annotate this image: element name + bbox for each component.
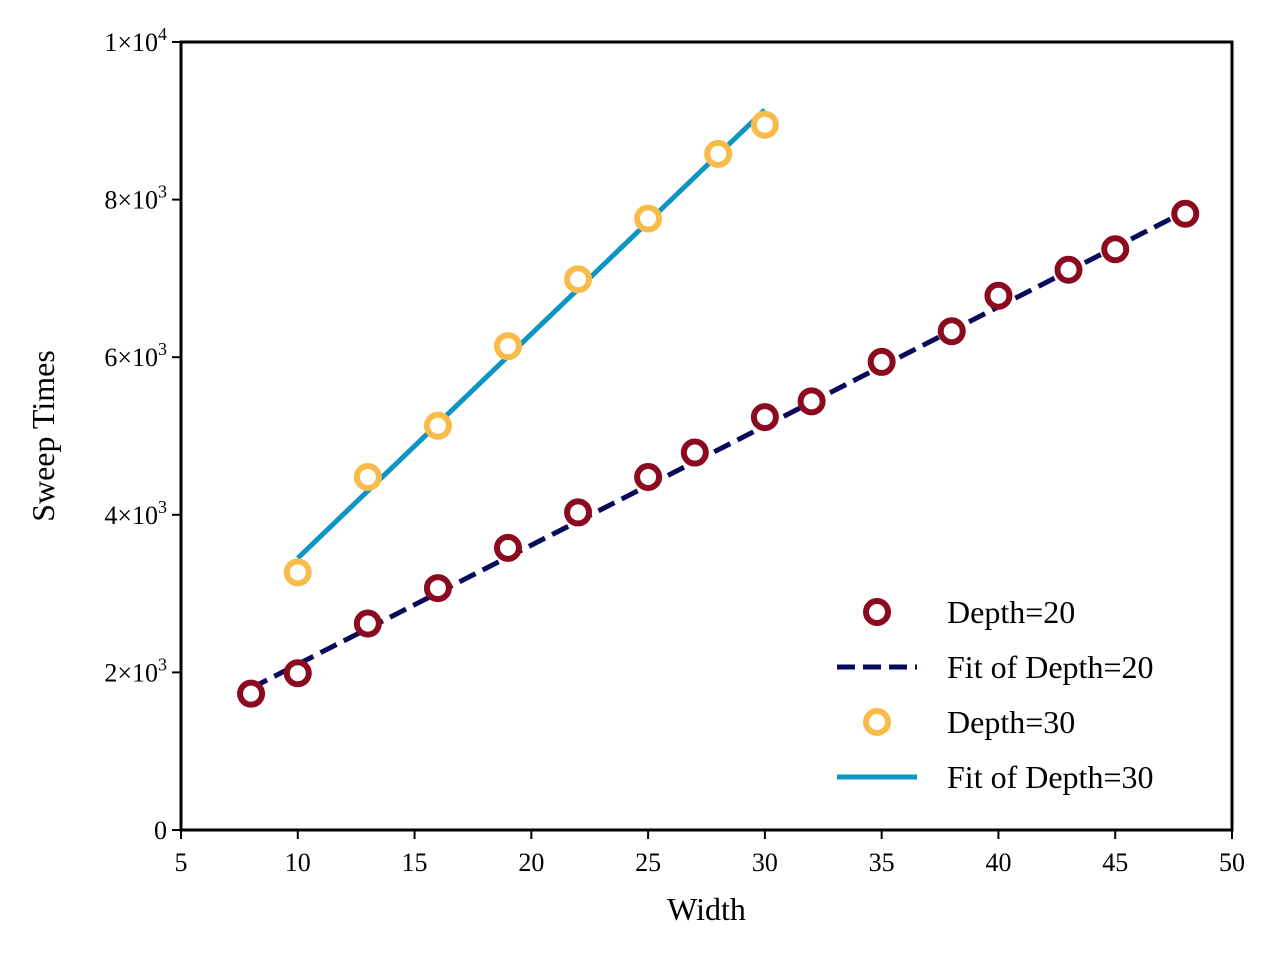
series-layer (237, 107, 1200, 708)
legend: Depth=20 Fit of Depth=20 Depth=30 Fit of De… (837, 594, 1153, 795)
legend-label-fit-of-depth-30: Fit of Depth=30 (947, 759, 1153, 795)
y-tick-label: 4×103 (104, 497, 167, 530)
point-depth-20 (493, 533, 522, 562)
x-tick-label: 5 (175, 848, 188, 877)
point-depth-20 (797, 387, 826, 416)
point-depth-30 (704, 139, 733, 168)
point-depth-30 (564, 265, 593, 294)
point-depth-30 (423, 411, 452, 440)
point-depth-20 (984, 281, 1013, 310)
point-depth-20 (750, 403, 779, 432)
plot-frame (179, 40, 1234, 832)
point-depth-20 (237, 679, 266, 708)
y-axis-title: Sweep Times (25, 350, 61, 522)
point-depth-20 (634, 462, 663, 491)
y-tick-label: 0 (154, 816, 167, 845)
y-tick-label: 1×104 (104, 24, 167, 57)
point-depth-20 (1101, 235, 1130, 264)
x-axis-title: Width (667, 891, 746, 927)
x-tick-label: 45 (1102, 848, 1128, 877)
point-depth-20 (283, 659, 312, 688)
point-depth-30 (353, 462, 382, 491)
x-tick-label: 20 (518, 848, 544, 877)
point-depth-20 (353, 609, 382, 638)
y-tick-label: 8×103 (104, 182, 167, 215)
legend-label-fit-of-depth-20: Fit of Depth=20 (947, 649, 1153, 685)
point-depth-20 (867, 347, 896, 376)
x-tick-label: 25 (635, 848, 661, 877)
point-depth-20 (564, 498, 593, 527)
legend-label-depth-20: Depth=20 (947, 594, 1075, 630)
y-tick-label: 6×103 (104, 339, 167, 372)
x-tick-label: 35 (869, 848, 895, 877)
point-depth-30 (493, 332, 522, 361)
point-depth-20 (1171, 199, 1200, 228)
x-tick-label: 40 (985, 848, 1011, 877)
point-depth-20 (1054, 255, 1083, 284)
point-depth-30 (634, 204, 663, 233)
point-depth-20 (680, 438, 709, 467)
legend-label-depth-30: Depth=30 (947, 704, 1075, 740)
legend-marker-depth-20 (863, 598, 891, 626)
y-tick-label: 2×103 (104, 654, 167, 687)
x-tick-label: 10 (285, 848, 311, 877)
line-fit-of-depth-20 (249, 209, 1187, 691)
point-depth-20 (423, 574, 452, 603)
point-depth-20 (937, 317, 966, 346)
point-depth-30 (750, 110, 779, 139)
x-tick-label: 50 (1219, 848, 1245, 877)
point-depth-30 (283, 558, 312, 587)
x-axis-ticks: 5 10 15 20 25 30 35 40 45 50 (175, 830, 1245, 877)
x-tick-label: 15 (402, 848, 428, 877)
legend-marker-depth-30 (863, 708, 891, 736)
y-axis-ticks: 0 2×103 4×103 6×103 8×103 1×104 (104, 24, 181, 845)
x-tick-label: 30 (752, 848, 778, 877)
